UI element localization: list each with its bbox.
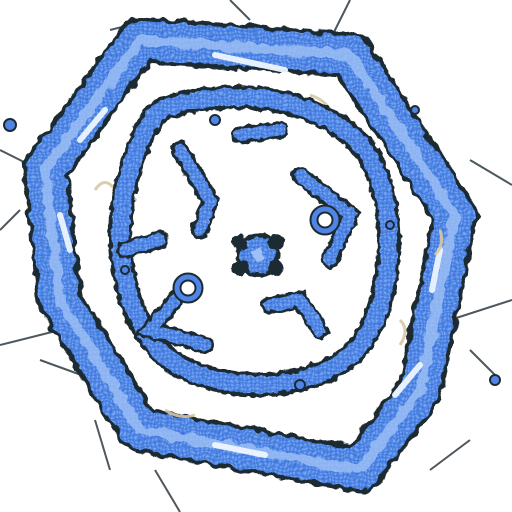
inner-ring (108, 85, 401, 397)
inner-spokes (116, 121, 362, 354)
outer-ring (22, 17, 478, 493)
scattered-dots (3, 105, 501, 391)
center-rosette (232, 233, 284, 277)
small-rings (172, 204, 341, 304)
ring-highlights (57, 52, 443, 458)
